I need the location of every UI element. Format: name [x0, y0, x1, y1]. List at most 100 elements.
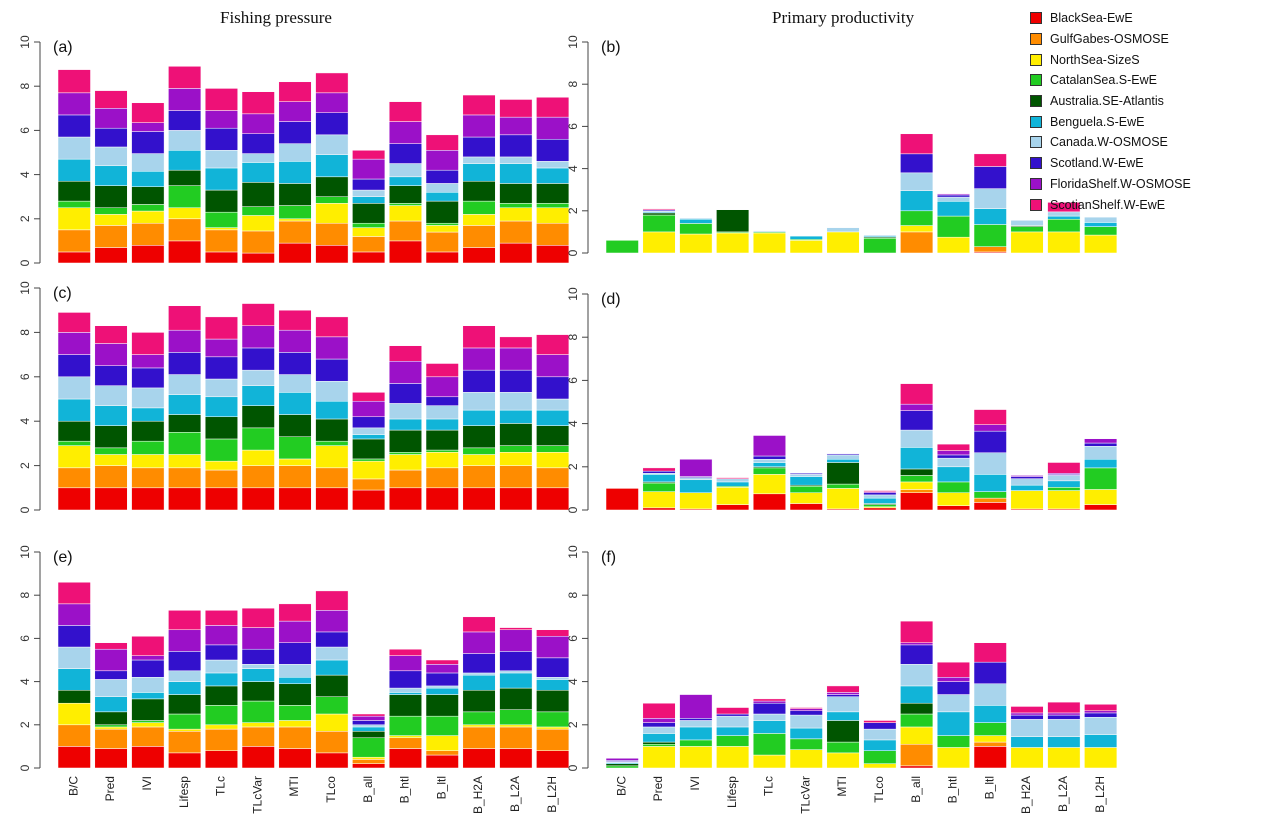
- bar-segment: [204, 438, 238, 462]
- bar-segment: [679, 458, 713, 477]
- bar-segment: [278, 205, 312, 220]
- bar-segment: [1084, 442, 1118, 447]
- bar-segment: [900, 172, 934, 192]
- bar-segment: [388, 121, 422, 144]
- bar-segment: [204, 672, 238, 687]
- bar-segment: [241, 215, 275, 232]
- bar-segment: [605, 488, 639, 511]
- legend-item: Benguela.S-EwE: [1030, 111, 1191, 132]
- bar-segment: [462, 156, 496, 164]
- bar-segment: [94, 726, 128, 730]
- bar-segment: [168, 130, 202, 151]
- bar-segment: [789, 503, 823, 511]
- bar-segment: [900, 153, 934, 174]
- x-tick-label: B_all: [361, 776, 375, 803]
- legend-swatch: [1030, 136, 1042, 149]
- bar-segment: [168, 731, 202, 754]
- bar-segment: [536, 207, 570, 224]
- bar-segment: [278, 748, 312, 769]
- bar-segment: [1047, 490, 1081, 510]
- bar-segment: [352, 759, 386, 764]
- bar-segment: [352, 150, 386, 160]
- bar-segment: [352, 158, 386, 180]
- bar-segment: [462, 214, 496, 226]
- bar-segment: [536, 629, 570, 637]
- bar-segment: [1084, 504, 1118, 511]
- bar-segment: [241, 746, 275, 769]
- bar-segment: [131, 659, 165, 678]
- bar-segment: [57, 445, 91, 469]
- bar-segment: [462, 180, 496, 202]
- bar-segment: [425, 231, 459, 253]
- bar-segment: [94, 185, 128, 208]
- bar-segment: [204, 724, 238, 730]
- bar-segment: [752, 713, 786, 721]
- bar-segment: [1084, 234, 1118, 254]
- bar-segment: [168, 150, 202, 171]
- bar-segment: [131, 440, 165, 455]
- bar-segment: [204, 338, 238, 358]
- bar-segment: [57, 398, 91, 422]
- bar-segment: [57, 158, 91, 182]
- bar-segment: [900, 447, 934, 470]
- bar-segment: [536, 398, 570, 411]
- bar-segment: [425, 405, 459, 420]
- bar-segment: [826, 741, 860, 754]
- bar-segment: [826, 752, 860, 769]
- bar-segment: [425, 150, 459, 171]
- bar-segment: [936, 747, 970, 769]
- bar-segment: [605, 765, 639, 769]
- bar-segment: [168, 610, 202, 631]
- y-tick-label: 8: [18, 592, 32, 599]
- bar-segment: [936, 457, 970, 468]
- bar-segment: [642, 507, 676, 511]
- bar-segment: [57, 724, 91, 747]
- bar-segment: [425, 200, 459, 224]
- bar-segment: [752, 230, 786, 233]
- bar-segment: [94, 648, 128, 672]
- bar-segment: [388, 143, 422, 164]
- bar-segment: [57, 332, 91, 355]
- bar-segment: [752, 700, 786, 704]
- bar-segment: [826, 685, 860, 693]
- bar-segment: [1084, 226, 1118, 236]
- bar-segment: [278, 664, 312, 678]
- bar-segment: [536, 161, 570, 169]
- legend-item: CatalanSea.S-EwE: [1030, 70, 1191, 91]
- bar-segment: [388, 240, 422, 264]
- y-tick-label: 6: [566, 635, 580, 642]
- legend-item: Canada.W-OSMOSE: [1030, 132, 1191, 153]
- bar-segment: [425, 750, 459, 756]
- bar-segment: [1084, 467, 1118, 490]
- x-tick-label: B_all: [909, 776, 923, 803]
- bar-segment: [789, 749, 823, 769]
- bar-segment: [388, 205, 422, 222]
- bar-segment: [536, 425, 570, 446]
- bar-segment: [425, 429, 459, 451]
- bar-segment: [241, 668, 275, 682]
- panel-label: (e): [53, 549, 73, 566]
- legend-label: Canada.W-OSMOSE: [1050, 135, 1168, 150]
- bar-segment: [499, 336, 533, 349]
- legend-swatch: [1030, 53, 1042, 66]
- bar-segment: [863, 234, 897, 237]
- y-tick-label: 0: [566, 764, 580, 771]
- x-tick-label: TLc: [762, 776, 776, 796]
- bar-segment: [425, 169, 459, 184]
- bar-segment: [94, 642, 128, 650]
- bar-segment: [352, 434, 386, 440]
- bar-segment: [278, 161, 312, 184]
- y-tick-label: 0: [566, 249, 580, 256]
- bar-segment: [352, 763, 386, 769]
- bar-segment: [131, 720, 165, 723]
- bar-segment: [425, 452, 459, 469]
- bar-segment: [642, 722, 676, 728]
- bar-segment: [499, 347, 533, 371]
- bar-segment: [425, 687, 459, 695]
- bar-segment: [425, 664, 459, 674]
- bar-segment: [315, 731, 349, 754]
- bar-segment: [499, 203, 533, 209]
- panel-label: (a): [53, 39, 73, 56]
